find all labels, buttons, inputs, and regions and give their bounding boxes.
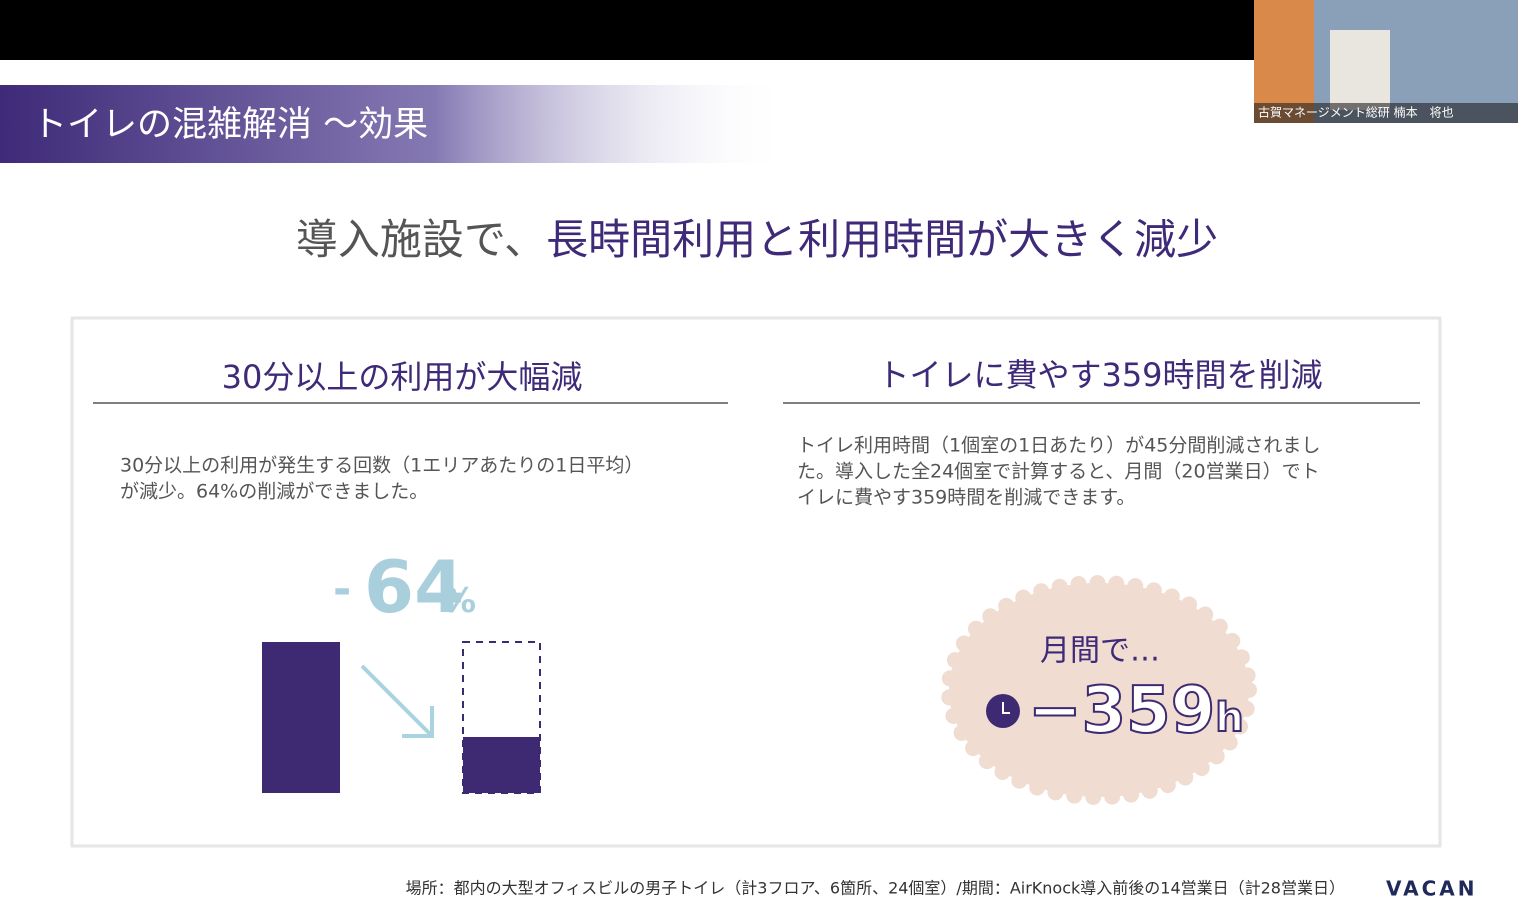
- headline-lead: 導入施設で、: [296, 215, 546, 264]
- hours-number: −359: [1028, 674, 1215, 748]
- hours-badge: −359h: [1028, 674, 1244, 748]
- video-thumbnail: 古賀マネージメント総研 楠本 将也: [1254, 0, 1518, 123]
- body-line: た。導入した全24個室で計算すると、月間（20営業日）でト: [797, 461, 1320, 483]
- arrow: [360, 664, 434, 738]
- before-bar: [262, 642, 340, 793]
- badge-caption: 月間で…: [1040, 634, 1160, 669]
- body-line: が減少。64%の削減ができました。: [120, 481, 428, 503]
- panel-heading: トイレに費やす359時間を削減: [877, 356, 1322, 394]
- title-band: [0, 85, 790, 163]
- video-wall: [1254, 0, 1314, 123]
- headline: 導入施設で、長時間利用と利用時間が大きく減少: [296, 215, 1218, 264]
- video-caption: 古賀マネージメント総研 楠本 将也: [1258, 105, 1454, 120]
- after-bar: [463, 737, 540, 793]
- panel-heading: 30分以上の利用が大幅減: [222, 358, 583, 396]
- logo: VACAN: [1386, 877, 1478, 901]
- panel-body: トイレ利用時間（1個室の1日あたり）が45分間削減されました。導入した全24個室…: [797, 435, 1320, 509]
- clock-hands: [1002, 702, 1010, 714]
- caption-bg: [1254, 103, 1518, 123]
- reduction-badge: -64%: [333, 545, 476, 629]
- badge-unit: %: [442, 581, 476, 621]
- body-line: 30分以上の利用が発生する回数（1エリアあたりの1日平均）: [120, 455, 643, 477]
- arrow-head: [402, 706, 434, 738]
- scalloped-badge: [941, 575, 1257, 805]
- footer-note: 場所：都内の大型オフィスビルの男子トイレ（計3フロア、6箇所、24個室）/期間：…: [406, 879, 1345, 898]
- hours-unit: h: [1215, 695, 1243, 741]
- headline-emphasis: 長時間利用と利用時間が大きく減少: [546, 215, 1218, 264]
- video-table: [1330, 30, 1390, 110]
- body-line: イレに費やす359時間を削減できます。: [797, 487, 1135, 509]
- badge-sign: -: [333, 564, 351, 615]
- panel-body: 30分以上の利用が発生する回数（1エリアあたりの1日平均） が減少。64%の削減が…: [120, 455, 643, 503]
- arrow-shaft: [360, 664, 432, 736]
- slide-title: トイレの混雑解消 ～効果: [32, 105, 428, 145]
- body-line: トイレ利用時間（1個室の1日あたり）が45分間削減されまし: [797, 435, 1320, 457]
- badge-number: 64: [364, 545, 464, 629]
